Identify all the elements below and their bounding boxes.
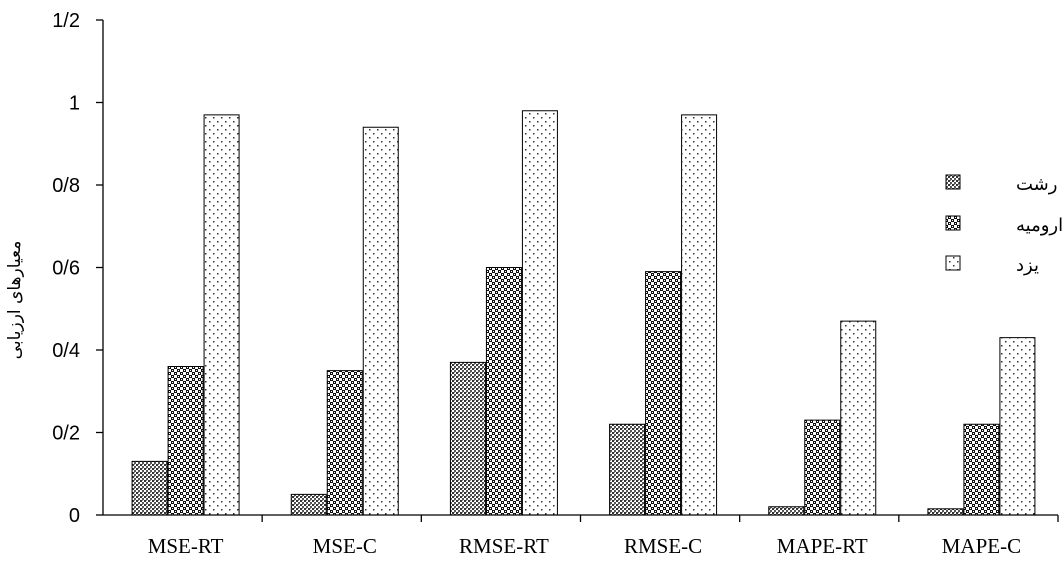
x-tick-label: RMSE-C bbox=[624, 534, 702, 558]
bar-3-mape-c bbox=[999, 337, 1036, 516]
x-tick-label: RMSE-RT bbox=[459, 534, 549, 558]
bar-1-rmse-c bbox=[609, 423, 646, 516]
bar-1-rmse-rt bbox=[449, 361, 486, 516]
y-tick-label: 1/2 bbox=[52, 10, 80, 32]
x-tick-label: MSE-RT bbox=[148, 534, 224, 558]
bar-3-mse-rt bbox=[203, 114, 240, 516]
bar-2-rmse-c bbox=[645, 271, 682, 516]
legend-swatch bbox=[945, 215, 961, 231]
y-tick-label: 0/2 bbox=[52, 423, 80, 445]
bar-2-mape-c bbox=[963, 423, 1000, 516]
bar-3-rmse-c bbox=[681, 114, 718, 516]
y-tick-label: 0/6 bbox=[52, 258, 80, 280]
bars bbox=[131, 110, 1036, 516]
x-tick-label: MAPE-C bbox=[942, 534, 1021, 558]
bar-3-rmse-rt bbox=[521, 110, 558, 516]
legend-label: یزد bbox=[1016, 255, 1039, 276]
axes bbox=[102, 20, 1059, 522]
bar-1-mape-rt bbox=[768, 506, 805, 516]
y-axis-ticks: 0 0/2 0/4 0/6 0/8 1 1/2 bbox=[52, 10, 103, 527]
y-axis-label-group: معیارهای ارزیابی bbox=[5, 241, 25, 360]
x-axis-labels: MSE-RT MSE-C RMSE-RT RMSE-C MAPE-RT MAPE-C bbox=[148, 534, 1021, 558]
bar-3-mape-rt bbox=[840, 320, 877, 516]
bar-2-mse-c bbox=[326, 370, 363, 516]
y-tick-label: 0/4 bbox=[52, 340, 80, 362]
legend-swatch bbox=[945, 174, 961, 190]
y-tick-label: 0/8 bbox=[52, 175, 80, 197]
bar-1-mape-c bbox=[927, 508, 964, 516]
bar-2-mse-rt bbox=[167, 366, 204, 516]
legend-swatch bbox=[945, 255, 961, 271]
x-tick-label: MSE-C bbox=[313, 534, 377, 558]
bar-2-rmse-rt bbox=[485, 267, 522, 516]
y-axis-label: معیارهای ارزیابی bbox=[5, 241, 25, 360]
legend-label: ارومیه bbox=[1016, 215, 1063, 236]
bar-3-mse-c bbox=[362, 126, 399, 516]
legend: رشت ارومیه یزد bbox=[945, 174, 1063, 276]
y-tick-label: 1 bbox=[69, 93, 80, 115]
legend-label: رشت bbox=[1016, 174, 1057, 195]
bar-1-mse-rt bbox=[131, 460, 168, 516]
x-tick-label: MAPE-RT bbox=[777, 534, 868, 558]
bar-2-mape-rt bbox=[804, 419, 841, 516]
bar-1-mse-c bbox=[290, 493, 327, 516]
y-tick-label: 0 bbox=[69, 505, 80, 527]
